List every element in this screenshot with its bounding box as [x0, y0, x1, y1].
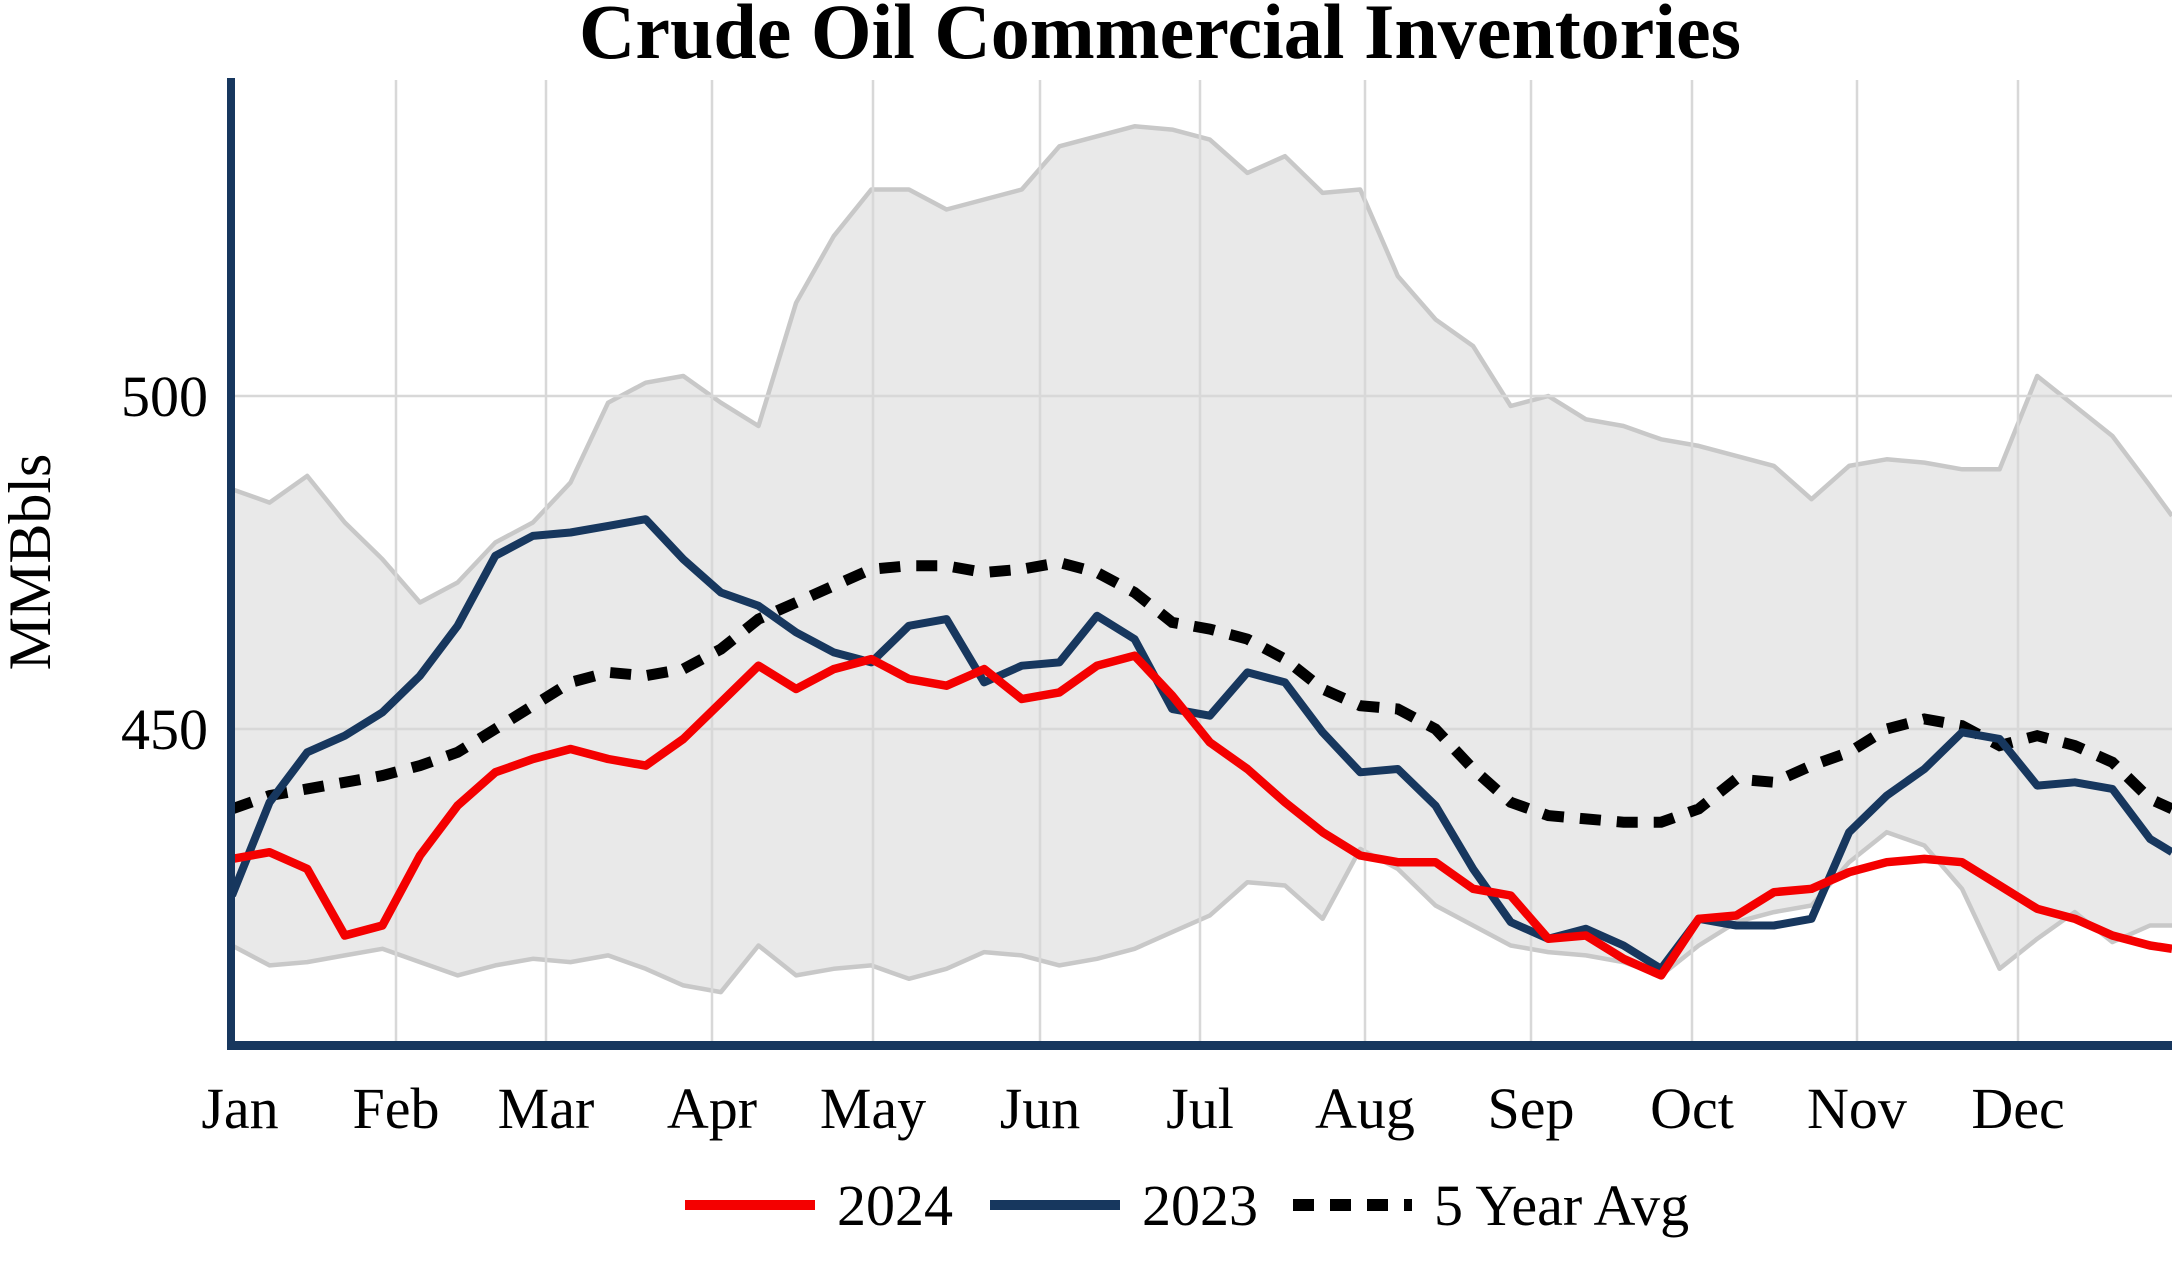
x-axis-spine [227, 1041, 2172, 1050]
five-year-range-fill [232, 126, 2172, 993]
five-year-range-low-edge [230, 829, 2172, 995]
data-series [228, 515, 2172, 980]
x-tick-sep: Sep [1488, 1076, 1575, 1141]
chart-legend: 2024 2023 5 Year Avg [685, 1173, 1689, 1238]
x-tick-oct: Oct [1650, 1076, 1734, 1141]
legend-label-2024: 2024 [837, 1173, 953, 1238]
x-tick-may: May [820, 1076, 926, 1141]
y-axis-label: MMBbls [0, 454, 63, 671]
y-tick-500: 500 [121, 364, 208, 429]
line-5-year-avg [230, 556, 2172, 828]
chart-title: Crude Oil Commercial Inventories [579, 0, 1741, 75]
x-tick-mar: Mar [498, 1076, 595, 1141]
x-tick-jul: Jul [1166, 1076, 1234, 1141]
x-tick-aug: Aug [1315, 1076, 1415, 1141]
legend-label-2023: 2023 [1142, 1173, 1258, 1238]
five-year-range-high-edge [231, 124, 2172, 605]
y-axis-spine [227, 78, 235, 1050]
x-tick-apr: Apr [667, 1076, 757, 1141]
gridlines [230, 80, 2172, 1045]
line-2023 [228, 515, 2172, 973]
x-tick-dec: Dec [1971, 1076, 2064, 1141]
legend-label-5-year-avg: 5 Year Avg [1434, 1173, 1689, 1238]
x-tick-jun: Jun [1000, 1076, 1081, 1141]
line-2024 [231, 651, 2172, 980]
x-axis-month-labels: Jan Feb Mar Apr May Jun Jul Aug Sep Oct Nov Dec [201, 1076, 2064, 1141]
y-tick-450: 450 [121, 697, 208, 762]
x-tick-jan: Jan [201, 1076, 278, 1141]
five-year-range-band [230, 124, 2172, 995]
x-tick-nov: Nov [1807, 1076, 1907, 1141]
x-tick-feb: Feb [353, 1076, 440, 1141]
